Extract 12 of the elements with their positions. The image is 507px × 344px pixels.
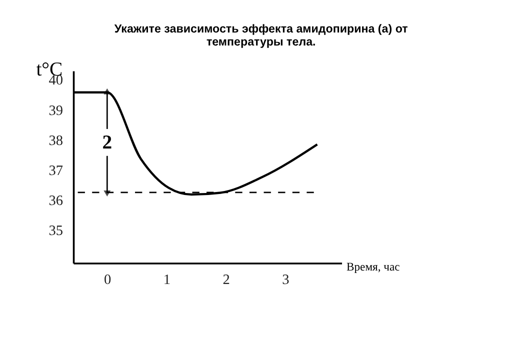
annotation: 2 [102,132,112,154]
y-tick-label: 37 [48,162,64,179]
chart-title: Укажите зависимость эффекта амидопирина (а) от температуры тела. [114,22,408,49]
x-tick-label: 1 [163,272,171,288]
y-tick-label: 38 [48,132,64,149]
x-axis-title: Время, час [346,260,400,274]
y-tick-label: 35 [48,222,64,239]
x-tick-label: 0 [104,272,112,288]
y-tick-label: 39 [48,102,64,119]
x-tick-label: 2 [222,272,230,288]
y-tick-label: 36 [48,192,64,209]
x-tick-label: 3 [282,272,290,288]
